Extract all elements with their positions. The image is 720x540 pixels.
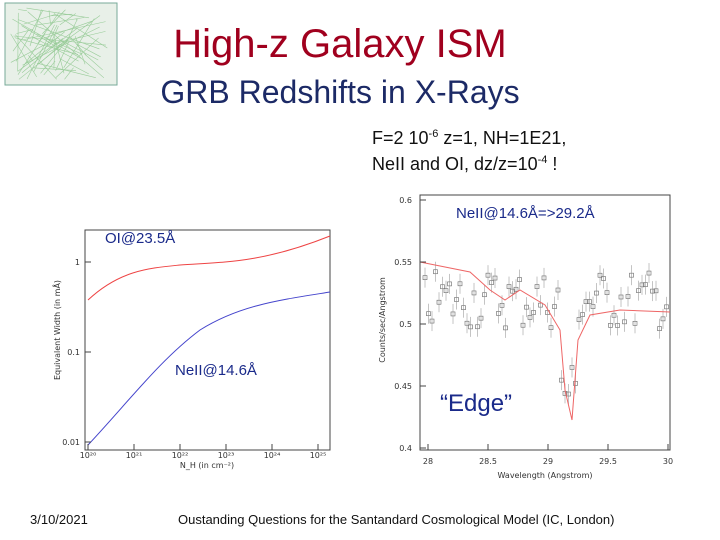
y-tick-label: 0.55 (394, 258, 412, 267)
x-tick-label: 10²³ (218, 451, 235, 460)
texture-stroke (48, 10, 51, 25)
model-line (419, 261, 671, 421)
texture-stroke (14, 37, 79, 55)
note-text: ! (547, 154, 558, 174)
texture-stroke (26, 24, 55, 80)
texture-stroke (18, 9, 27, 11)
axis-labels: Equivalent Width (in mÅ) N_H (in cm⁻²) C… (51, 196, 673, 480)
texture-stroke (17, 44, 55, 72)
texture-stroke (50, 13, 73, 17)
annotation: NeII@14.6Å=>29.2Å (456, 205, 595, 222)
texture-stroke (36, 17, 85, 26)
oi-curve (87, 235, 331, 301)
texture-stroke (40, 36, 71, 74)
x-tick-label: 10²⁰ (80, 451, 97, 460)
subtitle: GRB Redshifts in X-Rays (160, 74, 520, 110)
texture-stroke (12, 18, 81, 59)
x-tick-label: 10²¹ (126, 451, 143, 460)
texture-stroke (59, 58, 89, 75)
note-exponent: -4 (537, 154, 548, 166)
annotation: OI@23.5Å (105, 230, 176, 247)
texture-stroke (75, 18, 78, 21)
y-tick-label: 0.01 (62, 438, 80, 447)
caption: Oustanding Questions for the Santandard … (178, 512, 615, 527)
texture-stroke (63, 18, 95, 68)
texture-stroke (55, 37, 99, 78)
x-axis-label: Wavelength (Angstrom) (498, 471, 593, 480)
texture-stroke (21, 25, 60, 49)
texture-stroke (27, 11, 105, 79)
x-tick-label: 10²² (172, 451, 189, 460)
y-tick-label: 0.1 (67, 348, 80, 357)
texture-stroke (84, 53, 103, 71)
texture-stroke (44, 20, 94, 39)
note-line: F=2 10-6 z=1, NH=1E21, (372, 128, 566, 149)
y-tick-label: 1 (75, 258, 80, 267)
note-exponent: -6 (428, 128, 439, 140)
texture-stroke (60, 39, 99, 61)
texture-stroke (28, 55, 34, 62)
texture-stroke (55, 15, 101, 49)
x-tick-label: 28 (423, 457, 433, 466)
texture-stroke (14, 34, 57, 80)
texture-stroke (53, 13, 108, 49)
note-line: NeII and OI, dz/z=10-4 ! (372, 154, 557, 175)
right-axes (419, 194, 671, 451)
spectrum-points (422, 261, 669, 405)
texture-stroke (15, 9, 44, 62)
texture-stroke (17, 12, 19, 72)
x-tick-label: 10²⁴ (264, 451, 281, 460)
note-text: F=2 10 (372, 128, 429, 148)
title: High-z Galaxy ISM (173, 22, 507, 66)
texture-stroke (53, 31, 106, 44)
texture-stroke (16, 29, 34, 34)
x-axis-label: N_H (in cm⁻²) (180, 461, 234, 470)
texture-stroke (32, 67, 77, 71)
texture-stroke (53, 35, 65, 74)
texture-stroke (17, 33, 46, 75)
texture-stroke (33, 24, 58, 72)
x-tick-label: 29 (543, 457, 553, 466)
texture-stroke (29, 9, 42, 47)
date: 3/10/2021 (30, 512, 88, 527)
texture-stroke (22, 21, 106, 41)
y-axis-label: Counts/sec/Angstrom (378, 277, 387, 363)
y-tick-label: 0.45 (394, 382, 412, 391)
texture-stroke (26, 7, 90, 19)
texture-stroke (76, 43, 101, 58)
texture-stroke (37, 11, 60, 44)
texture-stroke (43, 61, 56, 76)
y-tick-label: 0.5 (399, 320, 412, 329)
y-tick-label: 0.6 (399, 196, 412, 205)
x-tick-label: 10²⁵ (310, 451, 327, 460)
texture-stroke (64, 67, 74, 80)
texture-stroke (10, 37, 58, 63)
note-text: NeII and OI, dz/z=10 (372, 154, 538, 174)
texture-stroke (21, 38, 64, 73)
texture-stroke (53, 39, 56, 69)
texture-stroke (49, 25, 59, 45)
texture-stroke (25, 31, 65, 64)
texture-stroke (10, 33, 37, 78)
x-tick-label: 30 (663, 457, 673, 466)
texture-stroke (55, 41, 70, 71)
note-text: z=1, NH=1E21, (438, 128, 567, 148)
thumbnail-texture (10, 7, 108, 80)
annotation: NeII@14.6Å (175, 362, 257, 379)
x-tick-label: 28.5 (479, 457, 497, 466)
y-tick-label: 0.4 (399, 444, 412, 453)
left-axes (84, 229, 331, 451)
y-axis-label: Equivalent Width (in mÅ) (51, 280, 62, 380)
texture-stroke (36, 33, 82, 55)
x-tick-label: 29.5 (599, 457, 617, 466)
texture-stroke (22, 26, 100, 66)
neii-curve (87, 291, 331, 446)
annotation: “Edge” (440, 390, 513, 417)
texture-stroke (18, 19, 100, 50)
